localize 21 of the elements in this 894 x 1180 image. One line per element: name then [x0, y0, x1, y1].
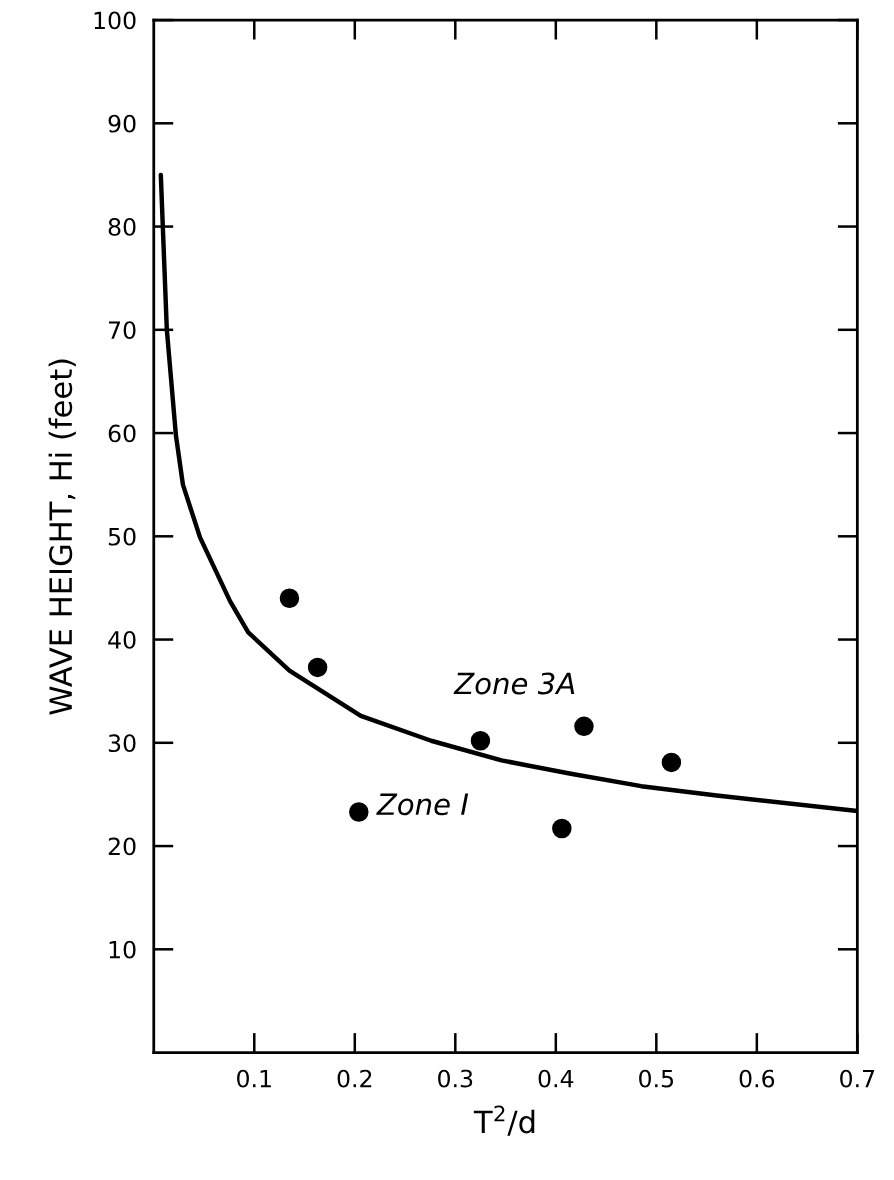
annotation: Zone 3A	[453, 672, 575, 695]
y-tick-label: 40	[108, 631, 136, 649]
x-tick-label: 0.5	[639, 1069, 674, 1088]
x-tick-label: 0.4	[538, 1069, 574, 1088]
x-tick-label: 0.7	[840, 1069, 875, 1088]
y-tick-label: 20	[108, 837, 136, 856]
x-tick-label: 0.1	[237, 1069, 271, 1088]
x-tick-label: 0.6	[739, 1069, 775, 1088]
x-axis-title: T$^{2}$/d	[473, 1105, 535, 1136]
annotation: Zone I	[376, 793, 469, 816]
y-tick-label: 80	[108, 218, 136, 236]
y-tick-label: 90	[108, 114, 136, 133]
x-tick-label: 0.2	[337, 1069, 372, 1088]
x-tick-label: 0.3	[438, 1069, 473, 1088]
y-tick-label: 10	[109, 940, 136, 959]
y-tick-label: 70	[108, 321, 136, 340]
y-axis-title: WAVE HEIGHT, Hi (feet)	[48, 359, 76, 715]
y-tick-label: 50	[108, 527, 136, 546]
y-tick-label: 30	[108, 734, 136, 753]
y-tick-label: 60	[108, 424, 136, 443]
y-tick-label: 100	[94, 11, 136, 30]
